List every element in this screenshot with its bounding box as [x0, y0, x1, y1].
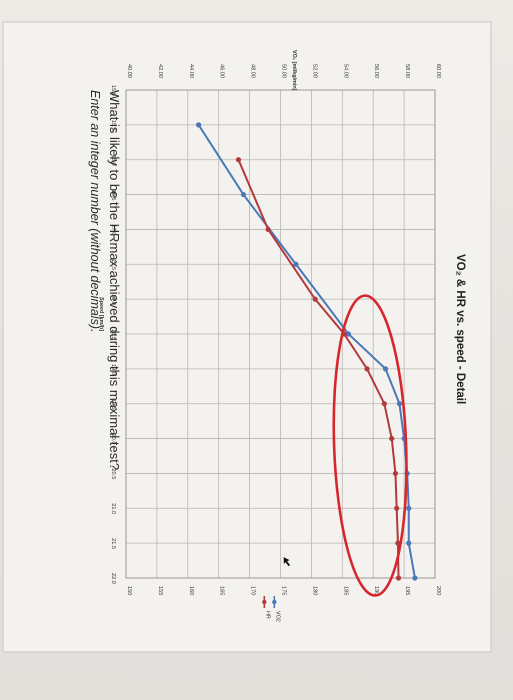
x-tick-label: 22.0	[110, 573, 116, 584]
data-point-hr	[394, 505, 400, 511]
y-left-tick-label: 40.00	[126, 64, 132, 78]
y-left-tick-label: 46.00	[219, 64, 225, 78]
x-tick-label: 20.0	[110, 434, 116, 445]
question-hint: Enter an integer number (without decimal…	[88, 90, 102, 333]
y-right-tick-label: 175	[281, 586, 287, 595]
legend-marker-vo2	[272, 599, 277, 605]
data-point-vo2	[196, 122, 202, 128]
cursor-icon	[283, 557, 291, 567]
data-point-vo2	[396, 401, 403, 407]
y-right-tick-label: 170	[250, 586, 256, 595]
y-left-tick-label: 56.00	[373, 64, 379, 78]
y-left-tick-label: 44.00	[188, 64, 194, 78]
data-point-vo2	[240, 191, 247, 198]
data-point-hr	[389, 435, 395, 442]
x-tick-label: 15.0	[110, 85, 116, 96]
y-right-tick-label: 155	[157, 586, 163, 595]
x-tick-label: 21.5	[110, 538, 116, 549]
data-point-vo2	[412, 575, 418, 581]
y-right-tick-label: 160	[188, 586, 194, 595]
x-tick-label: 21.0	[110, 503, 116, 514]
y-left-tick-label: 48.00	[250, 64, 256, 78]
legend-label-vo2: VO2	[274, 611, 280, 622]
question-text: What is likely to be the HRmax achieved …	[107, 90, 122, 471]
x-tick-label: 19.5	[110, 399, 116, 410]
data-point-vo2	[406, 540, 412, 546]
y-right-tick-label: 185	[342, 586, 348, 595]
y-axis-label: VO₂ [ml/kg/min]	[291, 50, 297, 91]
data-point-hr	[312, 296, 318, 302]
legend-label-hr: HR	[264, 611, 270, 619]
legend-marker-hr	[262, 599, 267, 605]
y-left-tick-label: 50.00	[281, 64, 287, 78]
x-tick-label: 19.0	[110, 364, 116, 375]
plot-border	[125, 89, 436, 579]
data-point-vo2	[382, 366, 389, 372]
x-tick-label: 16.5	[110, 190, 116, 201]
highlight-ellipse	[332, 294, 408, 597]
x-tick-label: 20.5	[110, 468, 116, 479]
data-point-vo2	[293, 261, 299, 267]
y-left-tick-label: 58.00	[404, 64, 410, 78]
x-tick-label: 18.5	[110, 329, 116, 340]
chart-area: 40.00 150 42.00 155 44.00 160 46.00 165 48.00 170…	[98, 50, 466, 622]
data-point-hr	[235, 157, 242, 163]
y-right-tick-label: 200	[435, 586, 441, 595]
data-point-hr	[364, 366, 370, 372]
chart-title: VO₂ & HR vs. speed - Detail	[454, 254, 466, 404]
y-left-tick-label: 60.00	[435, 64, 441, 78]
data-point-hr	[392, 470, 399, 477]
data-point-vo2	[406, 505, 412, 511]
chart-frame	[2, 21, 492, 653]
x-tick-label: 15.5	[110, 120, 116, 131]
y-left-tick-label: 42.00	[157, 64, 163, 78]
y-right-tick-label: 190	[373, 586, 379, 595]
y-right-tick-label: 150	[126, 586, 132, 595]
data-point-hr	[395, 575, 402, 581]
x-tick-label: 16.0	[110, 155, 116, 166]
y-left-tick-label: 52.00	[311, 64, 317, 78]
x-tick-label: 18.0	[110, 294, 116, 305]
x-tick-label: 17.5	[110, 259, 116, 270]
y-left-tick-label: 54.00	[342, 64, 348, 78]
x-axis-label: Speed [km/h]	[98, 297, 104, 331]
data-point-hr	[381, 401, 387, 407]
data-point-hr	[265, 226, 271, 233]
y-right-tick-label: 180	[311, 586, 317, 595]
data-point-vo2	[345, 331, 352, 337]
y-right-tick-label: 165	[219, 586, 225, 595]
y-right-tick-label: 195	[404, 586, 410, 595]
x-tick-label: 17.0	[110, 224, 116, 235]
